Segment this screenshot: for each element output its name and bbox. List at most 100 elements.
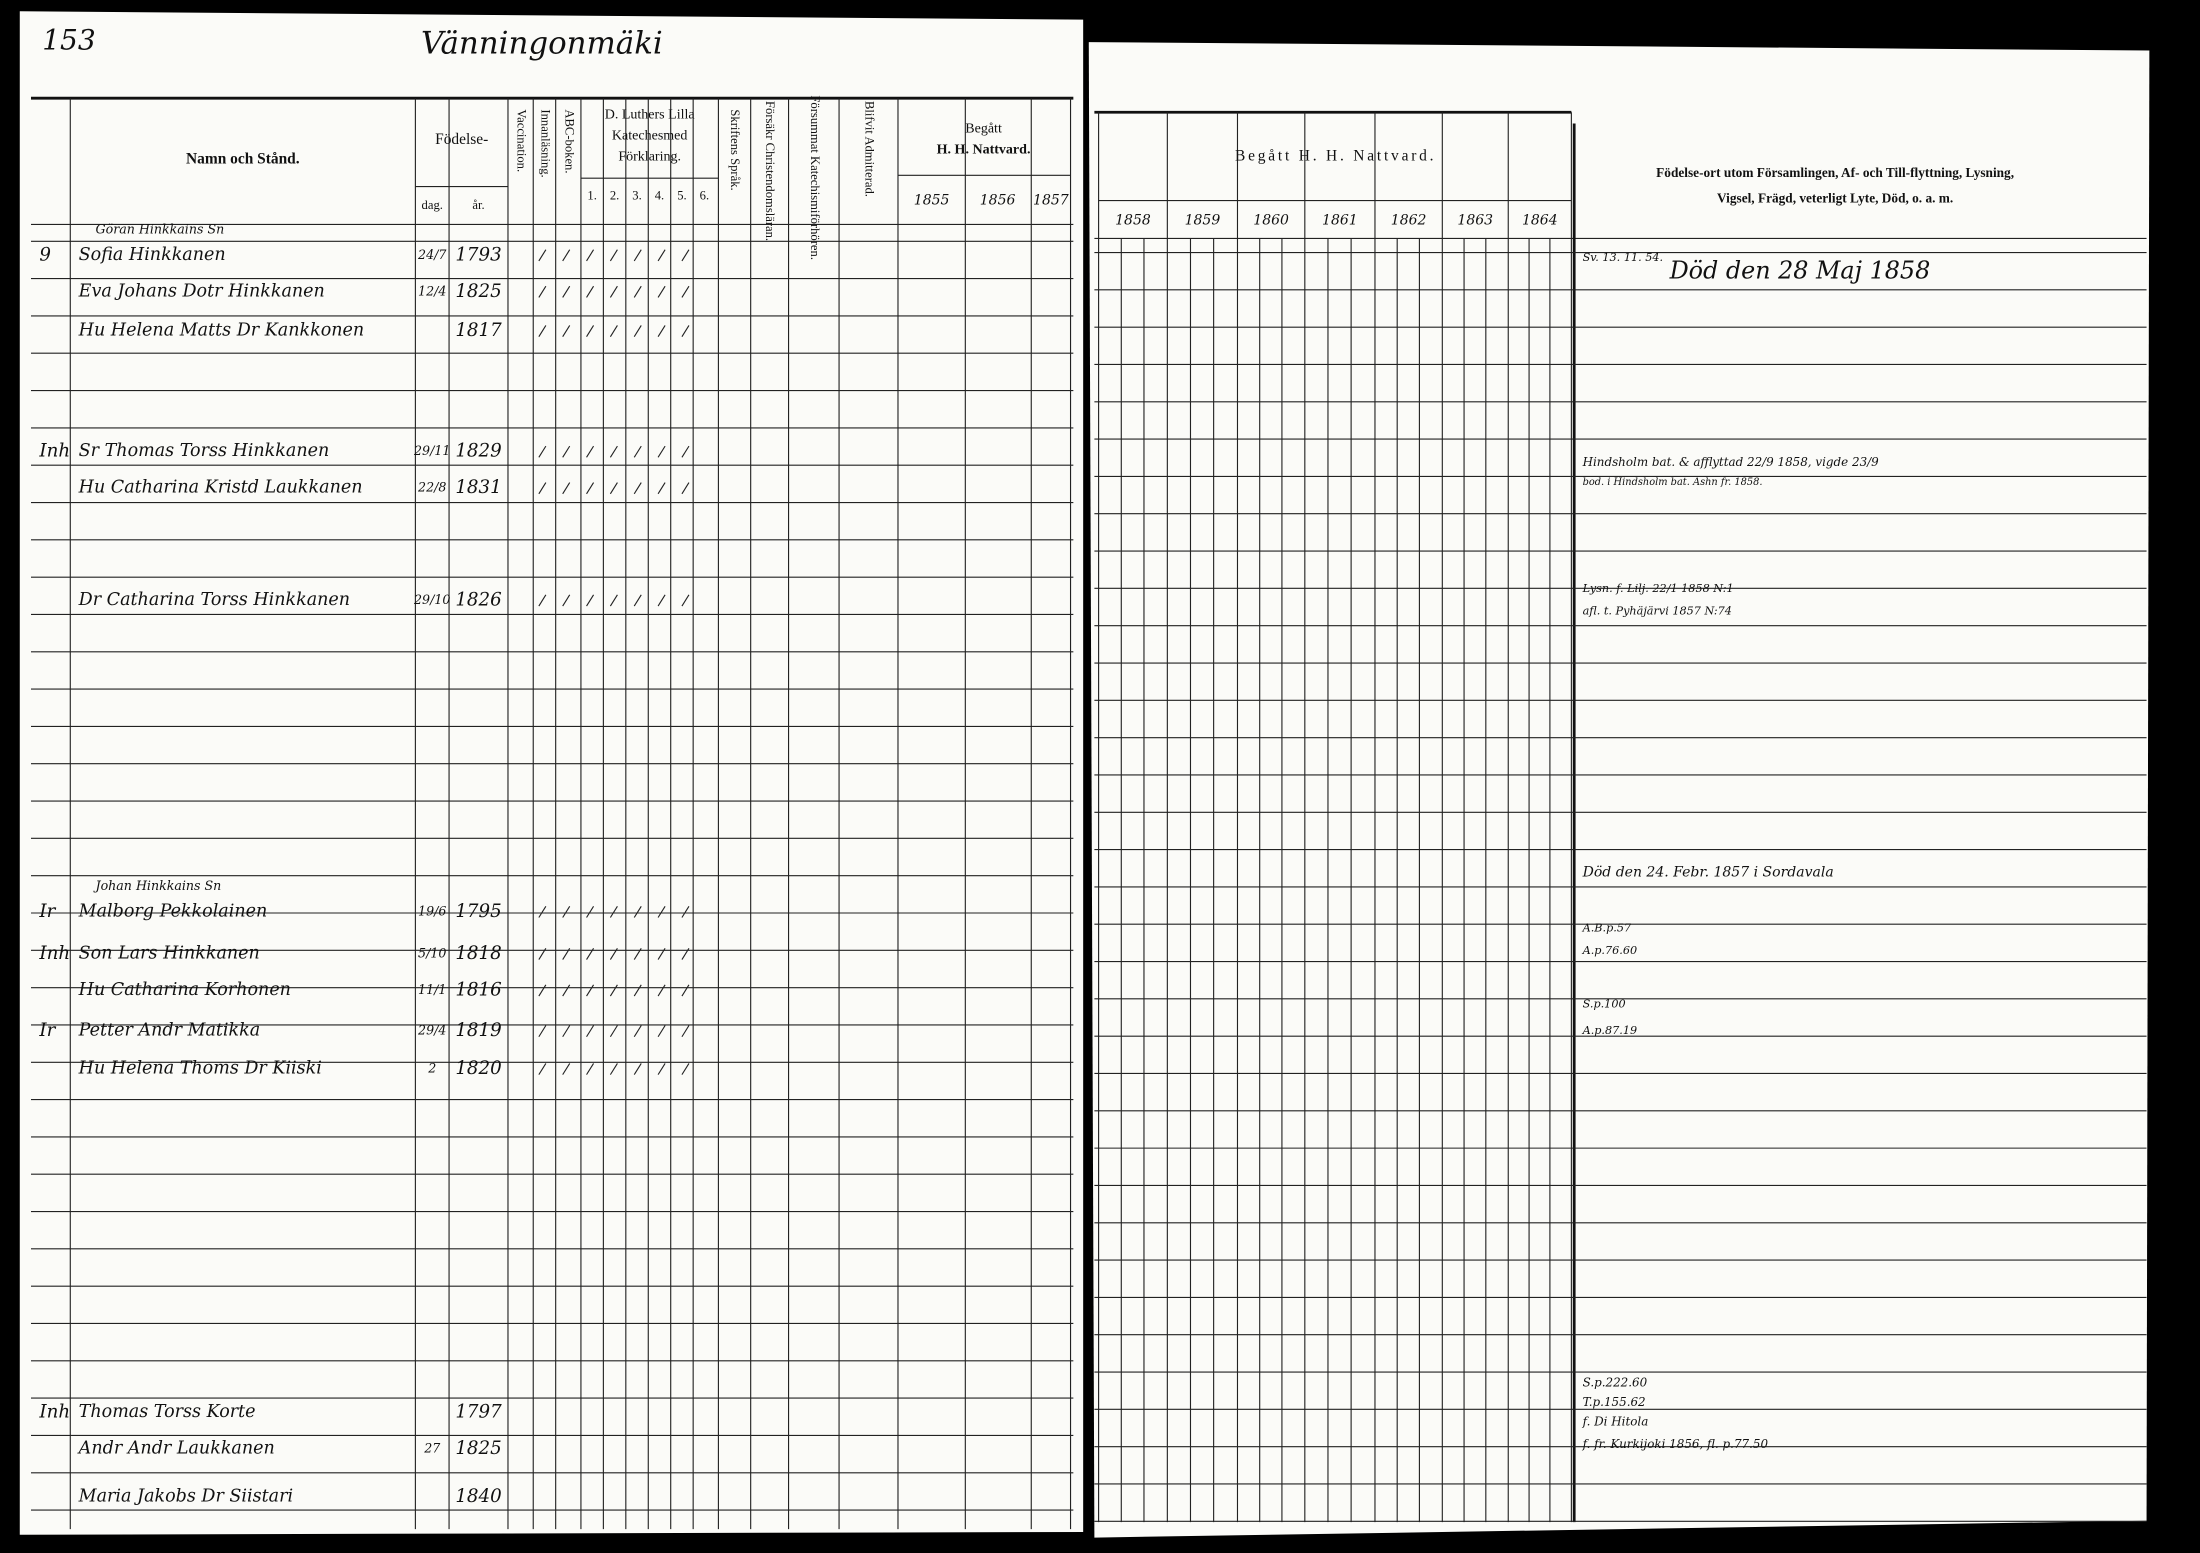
entry-mark: Ir (38, 901, 56, 922)
birth-day: 29/4 (417, 1023, 446, 1038)
entry-name: Petter Andr Matikka (78, 1021, 261, 1041)
column-header: Förklaring. (618, 149, 681, 164)
column-header: Födelse-ort utom Församlingen, Af- och T… (1656, 165, 2014, 180)
column-header: år. (472, 198, 484, 212)
year-header: 1860 (1253, 212, 1289, 228)
handwritten-tick (609, 594, 618, 607)
register-note: Lysn. f. Lilj. 22/1 1858 N:1 (1582, 582, 1734, 595)
register-note: S.p.100 (1583, 997, 1626, 1010)
handwritten-tick (538, 325, 547, 337)
column-header: Blifvit Admitterad. (863, 101, 877, 197)
handwritten-tick (562, 1063, 571, 1075)
column-header: H. H. Nattvard. (937, 142, 1031, 157)
handwritten-tick (633, 445, 642, 458)
handwritten-tick (681, 445, 690, 458)
handwritten-tick (586, 948, 595, 960)
handwritten-tick (633, 984, 642, 997)
entry-name: Sr Thomas Torss Hinkkanen (79, 441, 330, 461)
birth-year: 1795 (455, 901, 501, 922)
birth-year: 1829 (455, 441, 502, 462)
handwritten-tick (562, 482, 571, 495)
handwritten-tick (681, 285, 690, 298)
handwritten-tick (657, 285, 666, 298)
handwritten-tick (538, 594, 547, 607)
column-header: 1. (587, 188, 596, 202)
birth-year: 1816 (455, 979, 501, 1000)
entry-name: Malborg Pekkolainen (78, 901, 268, 921)
column-header: Födelse- (435, 131, 488, 148)
column-header: dag. (422, 198, 443, 212)
column-header: Skriftens Språk. (728, 109, 742, 190)
birth-year: 1793 (455, 244, 501, 265)
register-note: Död den 28 Maj 1858 (1669, 257, 1931, 285)
handwritten-tick (538, 984, 547, 997)
entry-name: Hu Helena Thoms Dr Kiiski (78, 1059, 322, 1079)
handwritten-tick (657, 905, 666, 918)
birth-year: 1817 (455, 320, 502, 341)
register-note: f. Di Hitola (1582, 1415, 1649, 1429)
handwritten-tick (681, 1063, 690, 1075)
entry-name: Eva Johans Dotr Hinkkanen (78, 281, 325, 301)
register-note: f. fr. Kurkijoki 1856, fl. p.77.50 (1582, 1437, 1769, 1451)
handwritten-tick (681, 1025, 690, 1038)
handwritten-tick (609, 1063, 618, 1075)
birth-year: 1820 (455, 1058, 502, 1079)
handwritten-tick (633, 948, 642, 960)
birth-year: 1825 (455, 1438, 501, 1459)
entry-name: Son Lars Hinkkanen (79, 943, 260, 963)
year-header: 1858 (1115, 212, 1151, 228)
column-header: Katechesmed (612, 128, 687, 143)
register-note: S.p.222.60 (1583, 1375, 1648, 1389)
handwritten-tick (633, 285, 642, 298)
entry-name: Andr Andr Laukkanen (77, 1439, 275, 1459)
handwritten-tick (609, 445, 618, 458)
column-header: Innanläsning. (539, 109, 553, 177)
entry-mark: Inh (38, 943, 70, 964)
entry-name: Dr Catharina Torss Hinkkanen (78, 590, 350, 610)
handwritten-tick (586, 285, 595, 298)
register-note: T.p.155.62 (1583, 1395, 1646, 1409)
column-header: 4. (655, 188, 664, 202)
year-header: 1862 (1391, 212, 1427, 228)
birth-year: 1831 (455, 477, 501, 498)
entry-name: Maria Jakobs Dr Siistari (78, 1486, 293, 1506)
birth-day: 2 (427, 1061, 436, 1076)
handwritten-tick (681, 594, 690, 607)
handwritten-tick (586, 1025, 595, 1038)
handwritten-tick (681, 325, 690, 337)
year-header: 1856 (980, 193, 1016, 209)
handwritten-tick (586, 482, 595, 495)
year-header: 1855 (914, 193, 950, 209)
handwritten-tick (657, 1063, 666, 1075)
handwritten-tick (586, 249, 595, 262)
entry-name: Hu Catharina Korhonen (78, 980, 291, 1000)
place-name: Vänningonmäki (421, 25, 663, 61)
handwritten-tick (538, 249, 547, 262)
year-header: 1864 (1522, 212, 1558, 228)
handwritten-tick (586, 984, 595, 997)
column-header: 2. (610, 188, 619, 202)
column-header: Vaccination. (515, 109, 529, 172)
handwritten-tick (562, 594, 571, 607)
entry-annotation: Göran Hinkkains Sn (96, 222, 225, 237)
handwritten-tick (586, 905, 595, 918)
column-header: ABC-boken. (562, 109, 576, 173)
register-note: bod. i Hindsholm bat. Ashn fr. 1858. (1583, 477, 1763, 488)
entry-mark: Inh (38, 1402, 70, 1423)
register-note: Död den 24. Febr. 1857 i Sordavala (1582, 865, 1834, 881)
handwritten-tick (633, 1063, 642, 1075)
entry-name: Hu Catharina Kristd Laukkanen (78, 478, 363, 498)
birth-year: 1825 (455, 281, 501, 302)
handwritten-tick (609, 249, 618, 262)
birth-day: 19/6 (418, 903, 446, 918)
right-page (1088, 42, 2150, 1538)
entry-name: Thomas Torss Korte (79, 1402, 256, 1422)
handwritten-tick (538, 285, 547, 298)
year-header: 1863 (1457, 212, 1493, 228)
handwritten-tick (586, 325, 595, 337)
handwritten-tick (538, 1025, 547, 1038)
entry-mark: Ir (38, 1020, 56, 1041)
handwritten-tick (633, 249, 642, 262)
column-header: Namn och Stånd. (186, 150, 300, 167)
